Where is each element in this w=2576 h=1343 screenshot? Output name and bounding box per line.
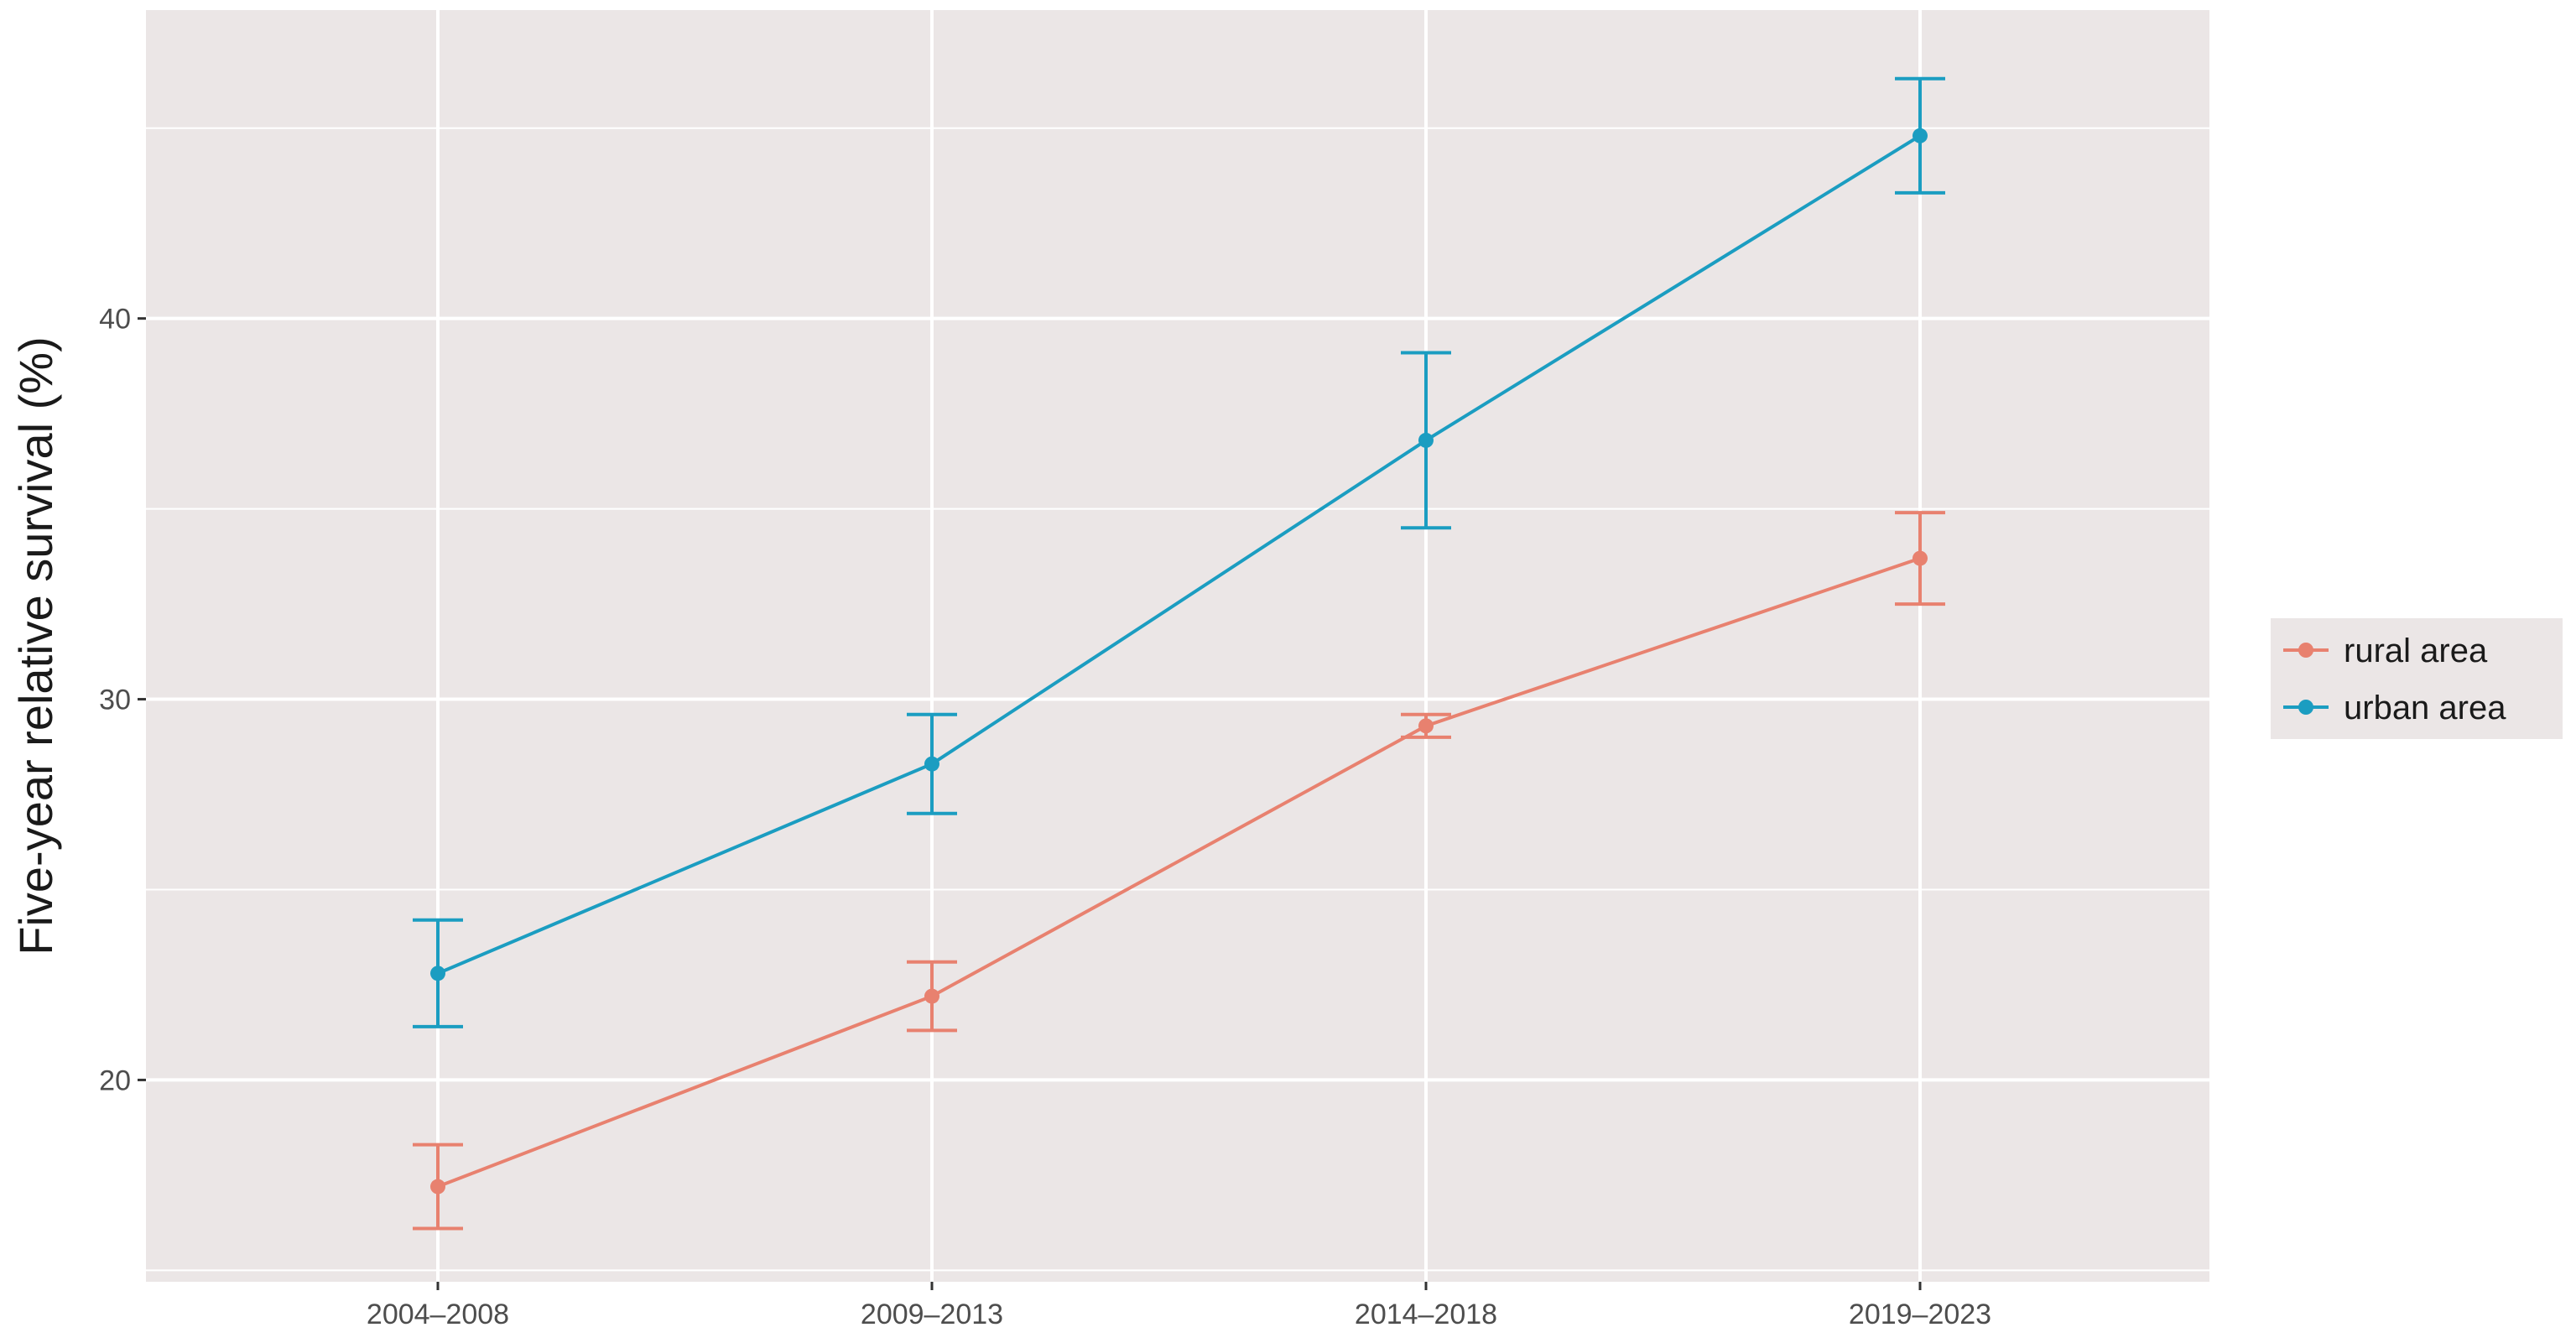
data-point — [430, 1179, 445, 1195]
series-line-rural-area — [437, 556, 1921, 1189]
series-line-urban-area — [437, 134, 1922, 976]
legend-key-point — [2298, 700, 2313, 715]
y-axis: 20 30 40 — [99, 304, 146, 1096]
data-point — [924, 988, 939, 1004]
series-layer — [413, 76, 1945, 1231]
data-point — [430, 966, 445, 981]
y-tick-label: 30 — [99, 685, 131, 716]
data-point — [1418, 432, 1434, 448]
legend-label: rural area — [2344, 632, 2488, 669]
x-tick-label: 2009–2013 — [861, 1299, 1003, 1330]
data-point — [1912, 550, 1928, 566]
legend: rural area urban area — [2271, 618, 2563, 739]
y-axis-title: Five-year relative survival (%) — [9, 336, 62, 955]
major-gridlines — [146, 10, 2209, 1282]
x-axis: 2004–2008 2009–2013 2014–2018 2019–2023 — [367, 1282, 1991, 1330]
minor-gridlines — [146, 127, 2209, 1272]
legend-key-point — [2298, 643, 2313, 658]
x-tick-label: 2004–2008 — [367, 1299, 509, 1330]
y-tick-label: 20 — [99, 1065, 131, 1096]
x-tick-label: 2014–2018 — [1355, 1299, 1497, 1330]
legend-background — [2271, 618, 2563, 739]
legend-label: urban area — [2344, 690, 2506, 726]
plot-panel — [146, 10, 2209, 1282]
data-point — [1912, 128, 1928, 143]
data-point — [1418, 718, 1434, 734]
x-tick-label: 2019–2023 — [1849, 1299, 1991, 1330]
data-point — [924, 756, 939, 772]
y-tick-label: 40 — [99, 304, 131, 336]
